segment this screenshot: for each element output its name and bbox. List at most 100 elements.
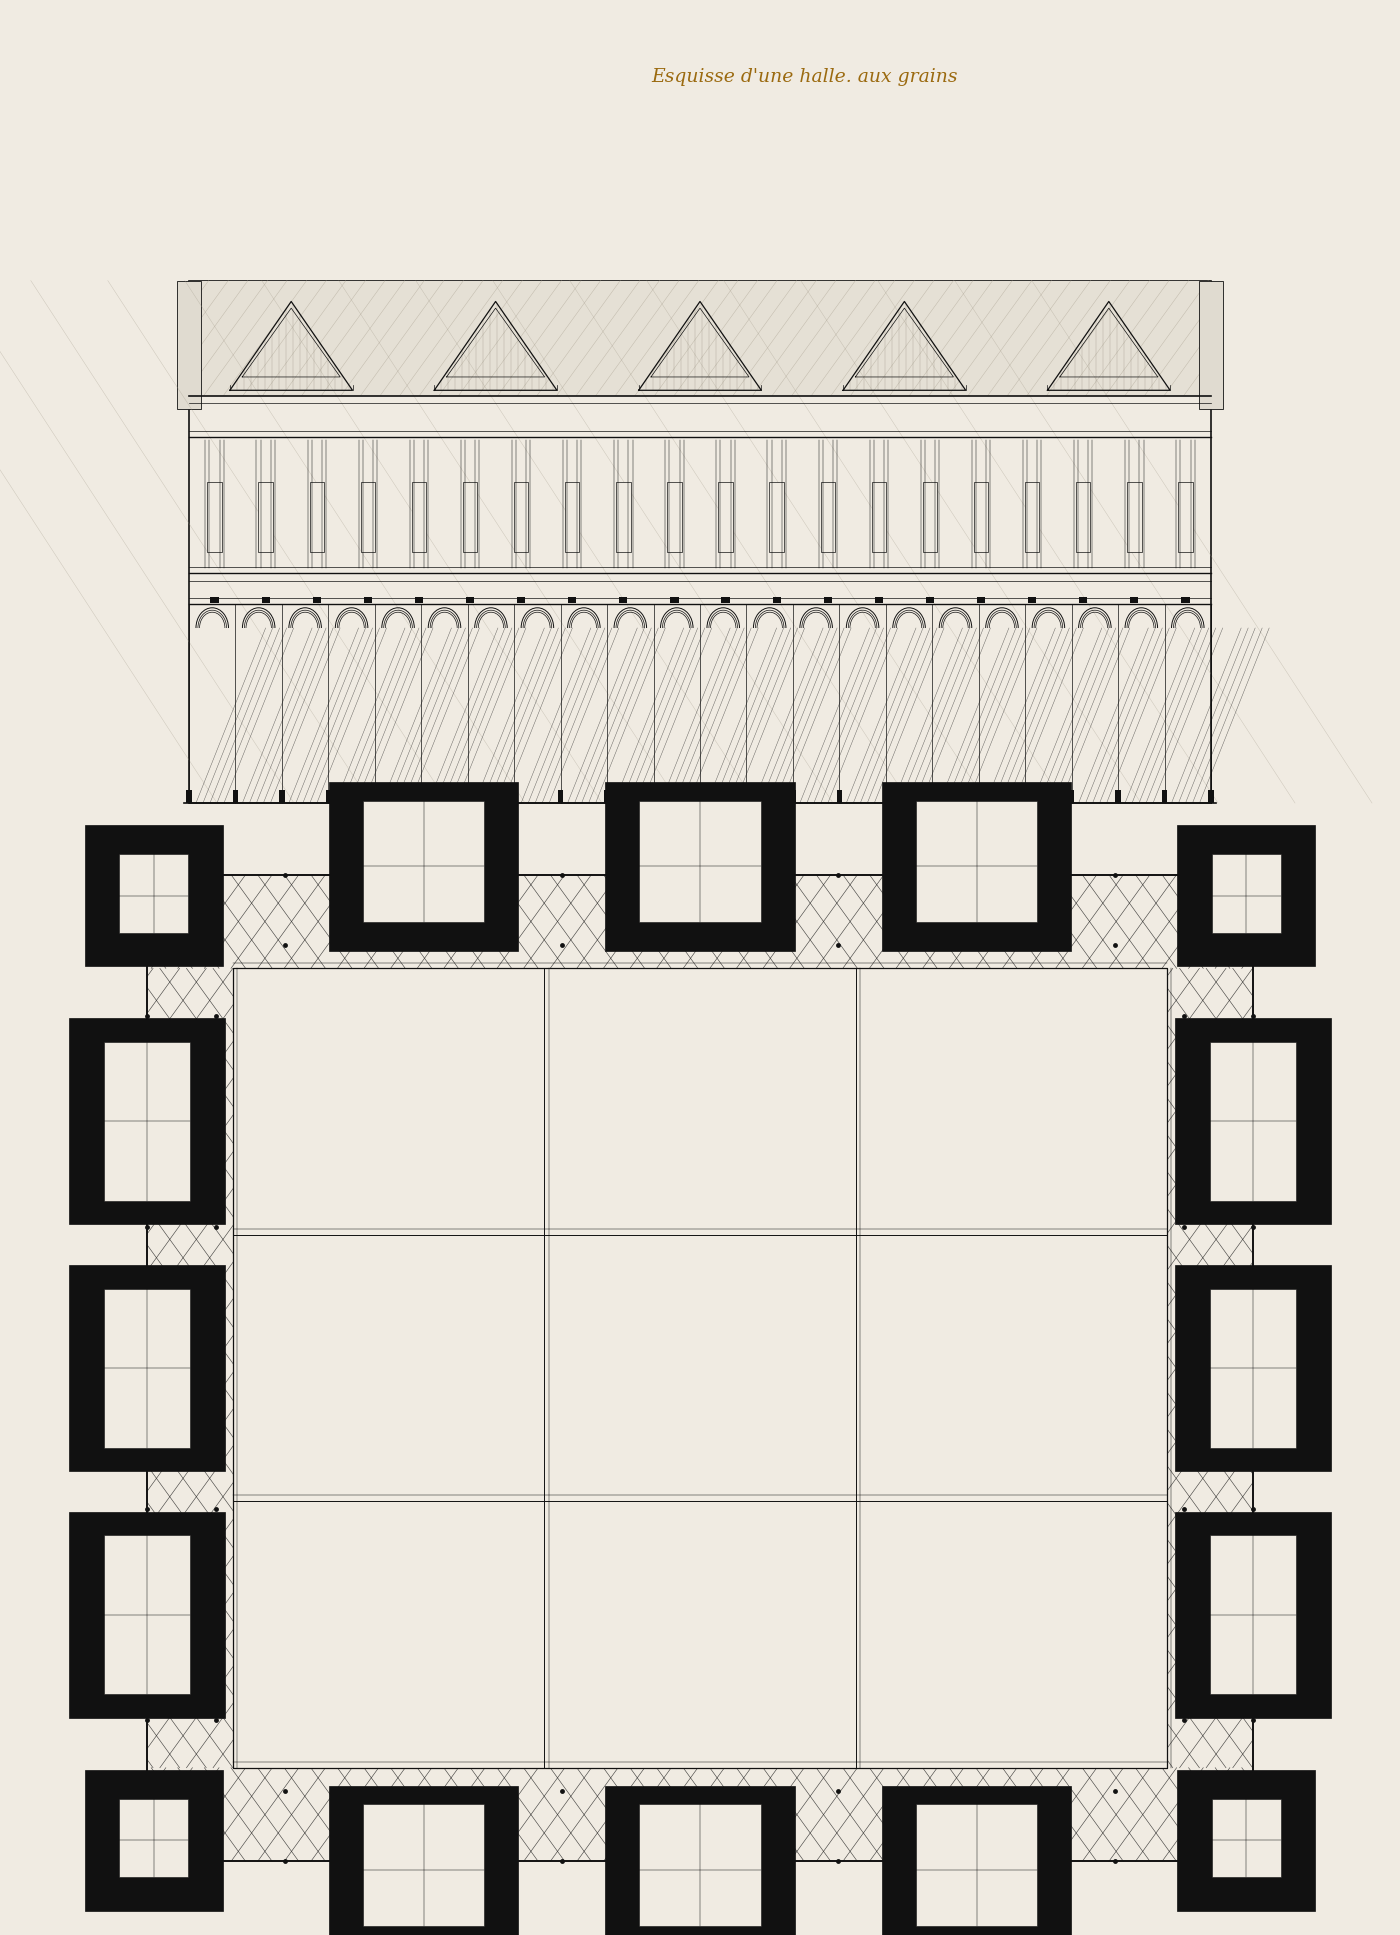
Bar — [279, 789, 284, 803]
Bar — [1162, 789, 1168, 803]
Bar — [1176, 1018, 1330, 1225]
Bar — [568, 596, 577, 604]
Bar — [930, 789, 935, 803]
Bar — [976, 789, 981, 803]
Bar — [1068, 789, 1074, 803]
Bar — [977, 596, 986, 604]
Bar — [872, 482, 886, 551]
Bar — [697, 789, 703, 803]
Bar — [104, 1041, 190, 1202]
Bar — [671, 596, 679, 604]
Bar — [85, 826, 223, 966]
Bar — [279, 789, 284, 803]
Bar — [974, 482, 988, 551]
Bar — [790, 789, 795, 803]
Bar — [916, 1805, 1037, 1925]
Bar — [1116, 789, 1121, 803]
Bar — [1198, 281, 1224, 408]
Bar — [1162, 789, 1168, 803]
Bar — [361, 482, 375, 551]
Bar — [186, 789, 192, 803]
Bar — [1079, 596, 1088, 604]
Bar — [329, 782, 518, 950]
Bar — [1208, 789, 1214, 803]
Bar — [1179, 482, 1193, 551]
Bar — [605, 789, 610, 803]
Bar — [651, 789, 657, 803]
Bar — [372, 789, 378, 803]
Bar — [210, 596, 218, 604]
Bar — [640, 1805, 760, 1925]
Bar — [875, 596, 883, 604]
Bar — [1077, 482, 1091, 551]
Bar — [616, 482, 630, 551]
Bar — [312, 596, 321, 604]
Bar — [1210, 1041, 1296, 1202]
Bar — [364, 596, 372, 604]
Bar — [70, 1018, 224, 1225]
Bar — [234, 968, 1166, 1769]
Bar — [557, 789, 563, 803]
Bar — [207, 482, 221, 551]
Bar — [419, 789, 424, 803]
Bar — [930, 789, 935, 803]
Bar — [1022, 789, 1028, 803]
Text: Esquisse d'une halle. aux grains: Esquisse d'une halle. aux grains — [652, 68, 958, 87]
Bar — [1022, 789, 1028, 803]
Bar — [1210, 1289, 1296, 1447]
Bar — [419, 789, 424, 803]
Bar — [605, 789, 610, 803]
Bar — [640, 801, 760, 923]
Bar — [883, 789, 889, 803]
Bar — [234, 968, 1166, 1769]
Bar — [326, 789, 332, 803]
Bar — [1211, 1800, 1281, 1877]
Bar — [70, 1511, 224, 1718]
Bar — [976, 789, 981, 803]
Bar — [718, 482, 732, 551]
Bar — [882, 1786, 1071, 1935]
Bar — [697, 789, 703, 803]
Bar — [176, 281, 202, 408]
Bar — [465, 789, 470, 803]
Bar — [820, 482, 834, 551]
Bar — [882, 782, 1071, 950]
Bar — [1177, 826, 1315, 966]
Bar — [363, 801, 484, 923]
Bar — [326, 789, 332, 803]
Bar — [837, 789, 843, 803]
Bar — [1182, 596, 1190, 604]
Bar — [1177, 1771, 1315, 1910]
Bar — [566, 482, 580, 551]
Bar — [770, 482, 784, 551]
Bar — [883, 789, 889, 803]
Bar — [1068, 789, 1074, 803]
Bar — [651, 789, 657, 803]
Bar — [70, 1265, 224, 1471]
Bar — [232, 789, 238, 803]
Bar — [1211, 853, 1281, 933]
Bar — [837, 789, 843, 803]
Bar — [1176, 1511, 1330, 1718]
Bar — [743, 789, 749, 803]
Bar — [147, 875, 1253, 1861]
Bar — [605, 782, 795, 950]
Bar — [412, 482, 426, 551]
Bar — [1176, 1265, 1330, 1471]
Bar — [189, 281, 1211, 395]
Bar — [721, 596, 729, 604]
Bar — [262, 596, 270, 604]
Bar — [1127, 482, 1141, 551]
Bar — [925, 596, 934, 604]
Bar — [463, 482, 477, 551]
Bar — [104, 1289, 190, 1447]
Bar — [414, 596, 423, 604]
Bar — [668, 482, 682, 551]
Bar — [511, 789, 517, 803]
Bar — [466, 596, 475, 604]
Bar — [743, 789, 749, 803]
Bar — [309, 482, 323, 551]
Bar — [232, 789, 238, 803]
Bar — [465, 789, 470, 803]
Bar — [363, 1805, 484, 1925]
